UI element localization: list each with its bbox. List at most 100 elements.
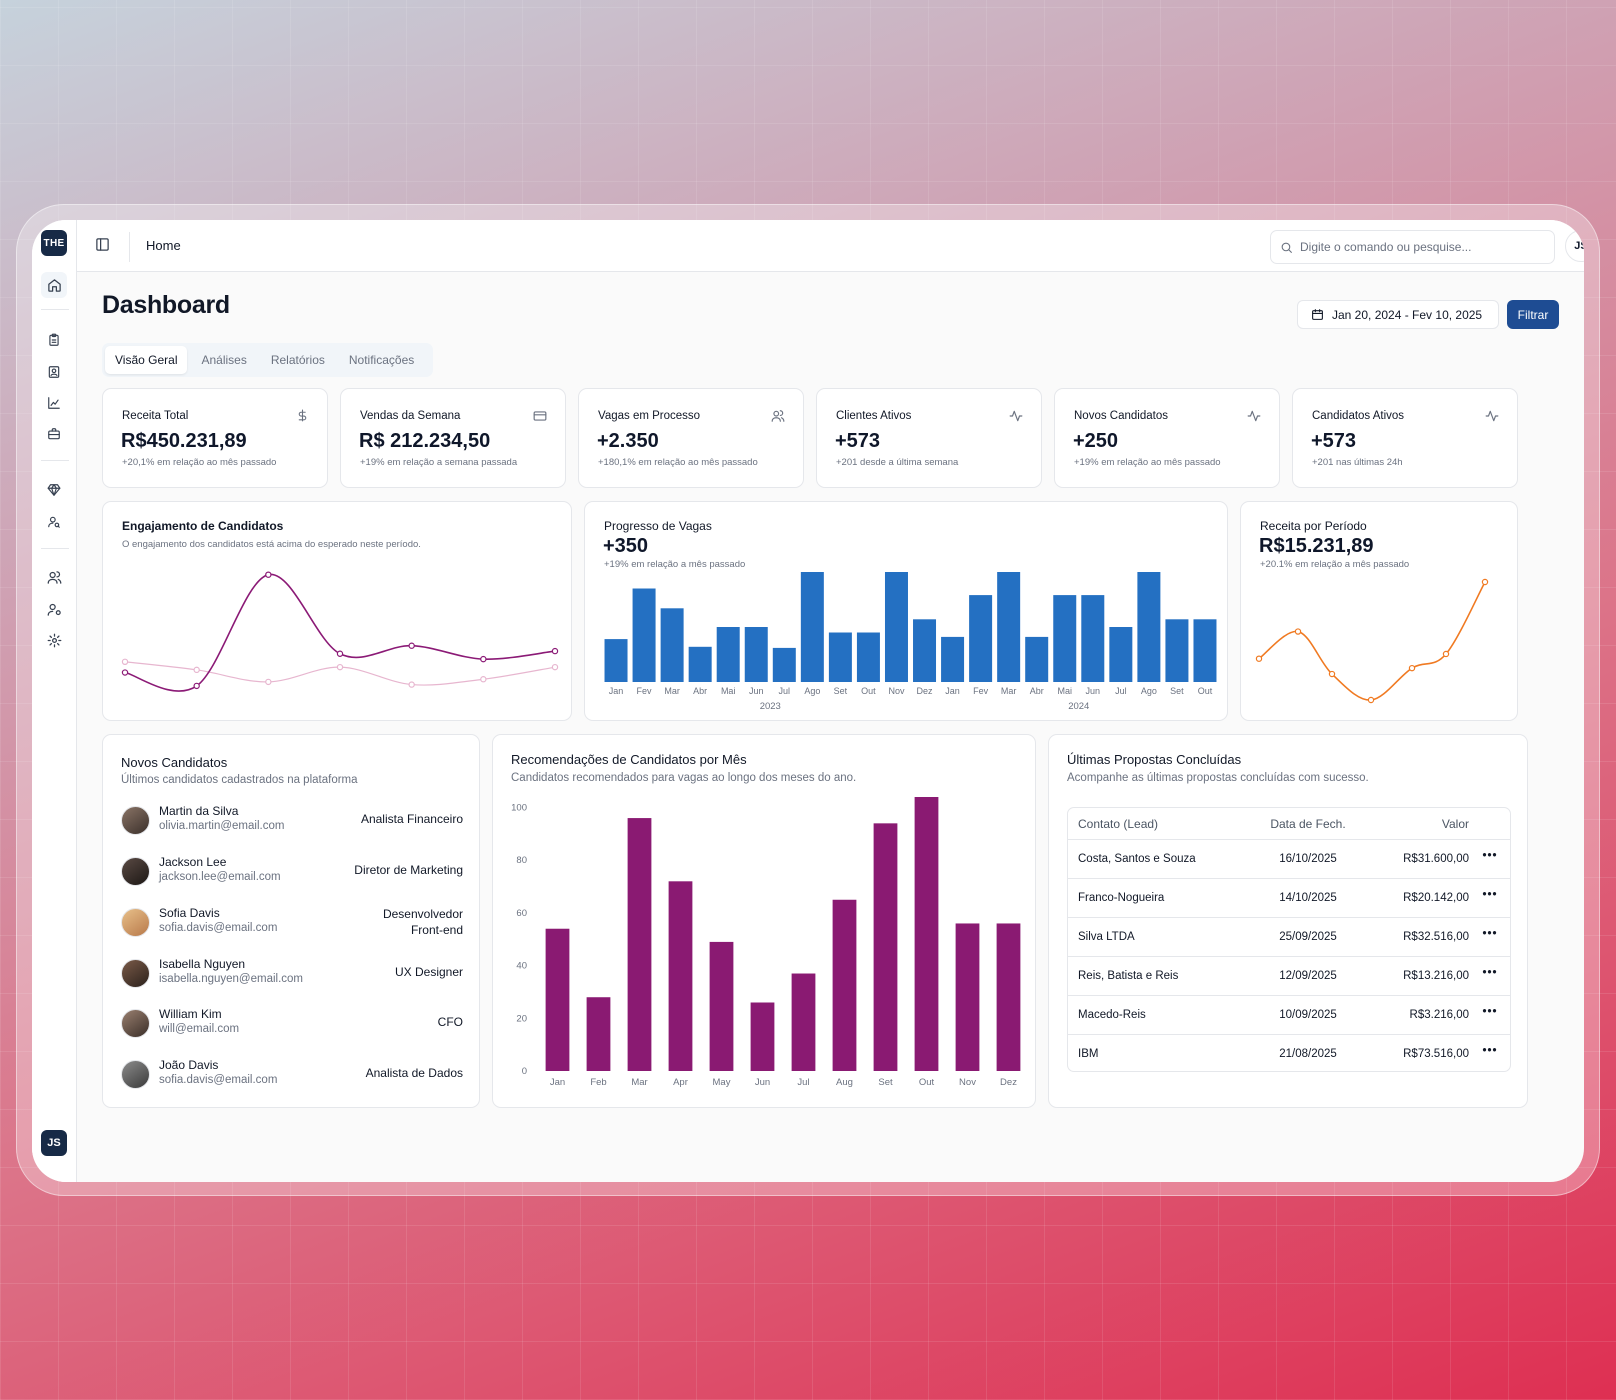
rec-bar[interactable]	[750, 1002, 775, 1072]
filter-button[interactable]: Filtrar	[1507, 300, 1559, 329]
chart-value: R$15.231,89	[1259, 535, 1374, 557]
candidate-role-line: Front-end	[410, 923, 463, 937]
user-cog-icon[interactable]	[41, 596, 67, 622]
panel-toggle-icon[interactable]	[95, 237, 110, 257]
candidate-role: Desenvolvedor Front-end	[383, 906, 463, 938]
rec-bar[interactable]	[586, 997, 611, 1071]
home-icon[interactable]	[41, 272, 67, 298]
rec-bar[interactable]	[668, 881, 693, 1071]
vagas-bar[interactable]	[1165, 619, 1189, 682]
more-options-icon[interactable]: •••	[1482, 889, 1498, 901]
vagas-bar[interactable]	[969, 595, 993, 682]
section-subtitle: Candidatos recomendados para vagas ao lo…	[511, 772, 857, 784]
vagas-bar[interactable]	[856, 632, 880, 683]
table-row[interactable]: Macedo-Reis 10/09/2025 R$3.216,00 •••	[1068, 996, 1510, 1035]
vagas-bar[interactable]	[941, 636, 965, 682]
cell-data: 12/09/2025	[1279, 970, 1337, 982]
vagas-bar[interactable]	[660, 608, 684, 682]
settings-icon[interactable]	[41, 627, 67, 653]
tab-relatorios[interactable]: Relatórios	[270, 353, 325, 367]
vagas-bar[interactable]	[716, 627, 740, 682]
rec-x-tick: Apr	[673, 1077, 688, 1088]
vagas-x-tick: Jan	[609, 686, 624, 696]
briefcase-icon[interactable]	[41, 421, 67, 447]
more-options-icon[interactable]: •••	[1482, 1006, 1498, 1018]
vagas-bar[interactable]	[828, 632, 852, 683]
rec-bar[interactable]	[627, 818, 652, 1071]
candidate-row[interactable]: Sofia Davis sofia.davis@email.com Desenv…	[121, 903, 463, 943]
users-icon[interactable]	[41, 564, 67, 590]
user-search-icon[interactable]	[41, 509, 67, 535]
rec-bar[interactable]	[914, 797, 939, 1071]
user-avatar[interactable]: JS	[1565, 230, 1584, 262]
candidate-email: jackson.lee@email.com	[159, 871, 281, 883]
table-row[interactable]: IBM 21/08/2025 R$73.516,00 •••	[1068, 1035, 1510, 1071]
gem-icon[interactable]	[41, 477, 67, 503]
candidate-row[interactable]: Isabella Nguyen isabella.nguyen@email.co…	[121, 954, 463, 994]
column-header-contato[interactable]: Contato (Lead)	[1078, 817, 1159, 831]
candidate-row[interactable]: João Davis sofia.davis@email.com Analist…	[121, 1055, 463, 1095]
chart-icon[interactable]	[41, 390, 67, 416]
rec-bar[interactable]	[832, 899, 857, 1071]
vagas-bar[interactable]	[772, 647, 796, 682]
vagas-bar[interactable]	[632, 588, 656, 683]
chart-title: Progresso de Vagas	[604, 519, 712, 533]
engagement-point	[121, 658, 129, 665]
kpi-title: Candidatos Ativos	[1312, 410, 1405, 422]
vagas-bar[interactable]	[1081, 595, 1105, 682]
vagas-bar[interactable]	[1137, 572, 1161, 682]
vagas-bar[interactable]	[688, 646, 712, 682]
more-options-icon[interactable]: •••	[1482, 1045, 1498, 1057]
vagas-bar[interactable]	[800, 572, 824, 682]
rec-bar[interactable]	[545, 928, 570, 1071]
table-row[interactable]: Franco-Nogueira 14/10/2025 R$20.142,00 •…	[1068, 879, 1510, 918]
chart-note: +19% em relação a mês passado	[604, 559, 746, 570]
app-window: THE JS	[32, 220, 1584, 1182]
clipboard-icon[interactable]	[41, 327, 67, 353]
vagas-bar[interactable]	[1193, 619, 1217, 682]
more-options-icon[interactable]: •••	[1482, 850, 1498, 862]
table-row[interactable]: Silva LTDA 25/09/2025 R$32.516,00 •••	[1068, 918, 1510, 957]
sidebar-user-avatar[interactable]: JS	[41, 1130, 67, 1156]
rec-bar[interactable]	[996, 923, 1021, 1071]
vagas-bar[interactable]	[604, 639, 628, 682]
table-row[interactable]: Costa, Santos e Souza 16/10/2025 R$31.60…	[1068, 840, 1510, 879]
vagas-bar[interactable]	[1053, 595, 1077, 682]
avatar	[121, 857, 150, 886]
rec-bar[interactable]	[709, 941, 734, 1071]
vagas-bar[interactable]	[997, 572, 1021, 682]
tab-notificacoes[interactable]: Notificações	[348, 353, 415, 367]
more-options-icon[interactable]: •••	[1482, 967, 1498, 979]
rec-x-tick: Aug	[836, 1077, 853, 1088]
novos-candidatos-card: Novos Candidatos Últimos candidatos cada…	[102, 734, 480, 1108]
vagas-bar[interactable]	[913, 619, 937, 682]
rec-x-tick: Mar	[631, 1077, 647, 1088]
vagas-bar[interactable]	[884, 572, 908, 682]
vagas-bar[interactable]	[1109, 627, 1133, 682]
engagement-point	[265, 571, 272, 578]
more-options-icon[interactable]: •••	[1482, 928, 1498, 940]
tab-visao-geral[interactable]: Visão Geral	[105, 346, 188, 374]
candidate-row[interactable]: Jackson Lee jackson.lee@email.com Direto…	[121, 852, 463, 892]
contact-card-icon[interactable]	[41, 359, 67, 385]
table-row[interactable]: Reis, Batista e Reis 12/09/2025 R$13.216…	[1068, 957, 1510, 996]
rec-bar[interactable]	[791, 973, 816, 1071]
search-input[interactable]: Digite o comando ou pesquise...	[1270, 230, 1555, 264]
rec-bar[interactable]	[873, 823, 898, 1071]
engagement-point	[551, 663, 559, 671]
candidate-email: sofia.davis@email.com	[159, 922, 278, 934]
date-range-picker[interactable]: Jan 20, 2024 - Fev 10, 2025	[1297, 300, 1499, 329]
section-title: Últimas Propostas Concluídas	[1067, 752, 1242, 767]
engagement-point	[551, 647, 559, 655]
app-logo[interactable]: THE	[41, 230, 67, 256]
tab-analises[interactable]: Análises	[201, 353, 247, 367]
column-header-valor[interactable]: Valor	[1441, 817, 1469, 831]
rec-bar[interactable]	[955, 923, 980, 1071]
candidate-row[interactable]: William Kim will@email.com CFO	[121, 1004, 463, 1044]
column-header-data[interactable]: Data de Fech.	[1270, 817, 1346, 831]
vagas-bar[interactable]	[1025, 636, 1049, 682]
vagas-bar[interactable]	[744, 627, 768, 682]
breadcrumb[interactable]: Home	[146, 238, 181, 253]
candidate-row[interactable]: Martin da Silva olivia.martin@email.com …	[121, 801, 463, 841]
candidate-role: Diretor de Marketing	[354, 863, 463, 877]
